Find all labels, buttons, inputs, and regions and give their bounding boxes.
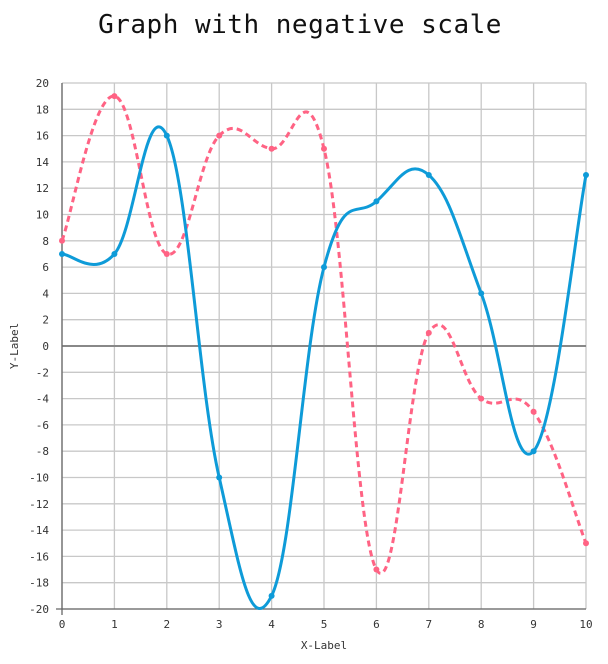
series-points [59,93,589,599]
data-point [373,566,380,573]
data-point [59,237,65,244]
y-tick-label: -10 [29,472,49,485]
y-tick-label: -18 [29,577,49,590]
y-tick-label: 6 [42,261,49,274]
y-tick-label: -6 [36,419,49,432]
y-tick-label: -2 [36,366,49,379]
data-point [478,290,485,297]
data-point [583,172,589,179]
y-tick-label: 4 [42,287,49,300]
data-point [478,395,485,402]
data-point [59,250,65,257]
y-tick-label: -8 [36,445,49,458]
y-tick-label: 0 [42,340,49,353]
data-point [530,408,537,415]
y-tick-label: 14 [36,156,50,169]
data-point [321,264,327,271]
x-tick-label: 3 [216,618,223,631]
axes [56,83,586,615]
x-tick-label: 8 [478,618,485,631]
data-point [163,132,170,139]
x-tick-label: 1 [111,618,118,631]
y-tick-label: 20 [36,77,49,90]
y-tick-label: -20 [29,603,49,616]
y-tick-label: 16 [36,130,49,143]
data-point [373,198,380,205]
data-point [530,448,537,455]
tick-labels: 0 1 2 3 4 5 6 7 8 9 10-20-18-16-14-12-10-8-6-4-202… [29,77,593,631]
x-tick-label: 10 [579,618,592,631]
y-tick-label: -12 [29,498,49,511]
data-point [216,474,223,481]
x-tick-label: 5 [321,618,328,631]
y-tick-label: 10 [36,209,49,222]
data-point [425,329,432,336]
y-tick-label: 2 [42,314,49,327]
y-tick-label: 18 [36,103,49,116]
x-tick-label: 4 [268,618,275,631]
y-tick-label: -4 [36,393,50,406]
x-tick-label: 2 [163,618,170,631]
data-point [216,132,223,139]
x-axis-label: X-Label [301,639,347,652]
y-axis-label: Y-Label [8,323,21,369]
grid [61,82,587,610]
data-point [321,145,327,152]
data-point [111,250,118,257]
data-point [583,540,589,547]
x-tick-label: 7 [425,618,432,631]
y-tick-label: -16 [29,550,49,563]
y-tick-label: 12 [36,182,49,195]
x-tick-label: 9 [530,618,537,631]
y-tick-label: -14 [29,524,49,537]
x-tick-label: 6 [373,618,380,631]
data-point [268,592,275,599]
data-point [268,145,275,152]
chart-title: Graph with negative scale [98,10,502,40]
y-tick-label: 8 [42,235,49,248]
data-point [163,250,170,257]
data-point [111,93,118,100]
x-tick-label: 0 [59,618,66,631]
data-point [425,172,432,179]
